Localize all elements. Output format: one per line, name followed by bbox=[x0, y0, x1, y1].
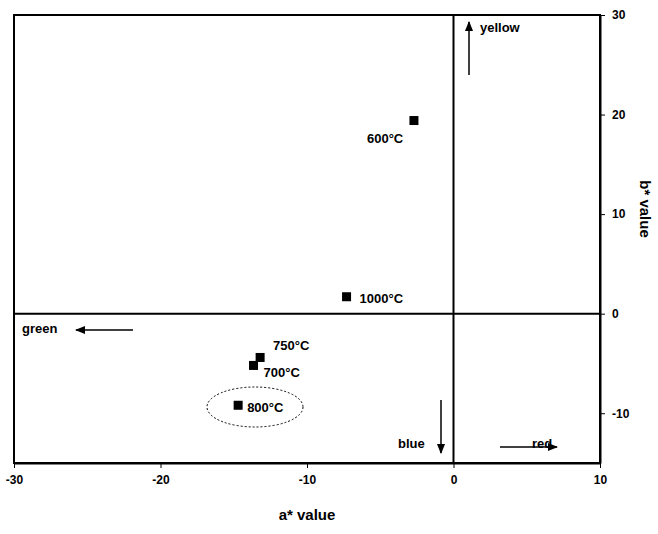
direction-arrow bbox=[440, 400, 442, 453]
point bbox=[234, 401, 243, 410]
x-tick-label: -20 bbox=[152, 473, 170, 487]
x-tick-label: 0 bbox=[451, 473, 458, 487]
direction-arrow bbox=[76, 329, 133, 331]
point-label: 700°C bbox=[264, 365, 301, 380]
y-axis-title: b* value bbox=[637, 180, 654, 238]
y-tick-label: 0 bbox=[612, 307, 619, 321]
y-tick: -10 bbox=[600, 407, 630, 421]
x-tick-mark bbox=[454, 463, 455, 468]
point-label: 600°C bbox=[367, 131, 404, 146]
x-tick: -10 bbox=[299, 463, 317, 487]
x-tick-mark bbox=[307, 463, 308, 468]
x-tick-label: -10 bbox=[299, 473, 317, 487]
point-label: 750°C bbox=[273, 338, 310, 353]
x-tick-label: 10 bbox=[594, 473, 608, 487]
direction-label: red bbox=[532, 436, 552, 451]
x-tick-mark bbox=[161, 463, 162, 468]
plot-frame bbox=[14, 15, 600, 463]
y-tick-label: 10 bbox=[612, 207, 626, 221]
point-label: 800°C bbox=[247, 400, 284, 415]
y-tick: 10 bbox=[600, 207, 626, 221]
y-tick: 30 bbox=[600, 8, 626, 22]
y-tick-mark bbox=[600, 115, 605, 116]
direction-label: green bbox=[22, 321, 57, 336]
y-tick-mark bbox=[600, 214, 605, 215]
point bbox=[409, 116, 418, 125]
y-tick-label: -10 bbox=[612, 407, 630, 421]
x-tick-mark bbox=[600, 463, 601, 468]
origin-line-y bbox=[14, 313, 600, 315]
plot-area bbox=[234, 116, 419, 410]
x-tick: -20 bbox=[152, 463, 170, 487]
origin-line-x bbox=[453, 15, 455, 463]
y-tick-mark bbox=[600, 314, 605, 315]
direction-label: blue bbox=[398, 436, 425, 451]
y-tick: 20 bbox=[600, 108, 626, 122]
y-axis: -10 0 10 20 30 bbox=[600, 8, 630, 463]
point bbox=[249, 361, 258, 370]
y-tick-label: 30 bbox=[612, 8, 626, 22]
point-label: 1000°C bbox=[360, 291, 404, 306]
y-tick-mark bbox=[600, 413, 605, 414]
direction-arrow bbox=[468, 22, 470, 75]
y-tick: 0 bbox=[600, 307, 619, 321]
x-axis-title: a* value bbox=[279, 506, 336, 523]
chart: -30 -20 -10 0 10 -10 0 10 20 30 a* value b* value 60… bbox=[0, 0, 658, 534]
x-tick: 10 bbox=[594, 463, 608, 487]
x-tick-mark bbox=[14, 463, 15, 468]
y-axis-line bbox=[600, 16, 602, 464]
highlight-ellipse bbox=[207, 387, 303, 427]
x-tick: -30 bbox=[6, 463, 24, 487]
point bbox=[256, 353, 265, 362]
x-tick-label: -30 bbox=[6, 473, 24, 487]
x-axis: -30 -20 -10 0 10 bbox=[6, 463, 608, 487]
point bbox=[342, 292, 351, 301]
y-tick-label: 20 bbox=[612, 108, 626, 122]
y-tick-mark bbox=[600, 15, 605, 16]
x-tick: 0 bbox=[451, 463, 458, 487]
direction-label: yellow bbox=[480, 20, 521, 35]
